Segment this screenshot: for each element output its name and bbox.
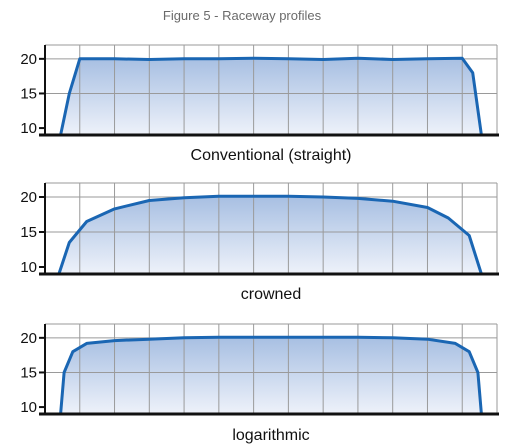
y-tick-label: 20: [20, 330, 37, 347]
figure-title: Figure 5 - Raceway profiles: [162, 8, 322, 23]
profile-curve: [59, 335, 483, 416]
y-tick-label: 15: [20, 85, 37, 102]
profile-curve: [57, 194, 483, 276]
y-tick-label: 20: [20, 189, 37, 206]
y-tick-label: 10: [20, 259, 37, 276]
chart-caption: Conventional (straight): [191, 147, 352, 164]
profile-area: [60, 337, 482, 414]
y-tick-label: 20: [20, 51, 37, 68]
chart-caption: crowned: [241, 286, 301, 303]
y-tick-label: 15: [20, 364, 37, 381]
chart-panel-3: 10 15 20 logarithmic: [20, 323, 499, 444]
profile-curve: [59, 56, 483, 137]
y-tick-label: 10: [20, 120, 37, 137]
chart-panel-1: 10 15 20 Conventional (straight): [20, 44, 499, 164]
profile-area: [58, 196, 482, 274]
chart-caption: logarithmic: [232, 427, 309, 444]
profile-area: [60, 58, 482, 136]
chart-panel-2: 10 15 20 crowned: [20, 182, 499, 303]
y-tick-label: 15: [20, 224, 37, 241]
y-tick-label: 10: [20, 399, 37, 416]
